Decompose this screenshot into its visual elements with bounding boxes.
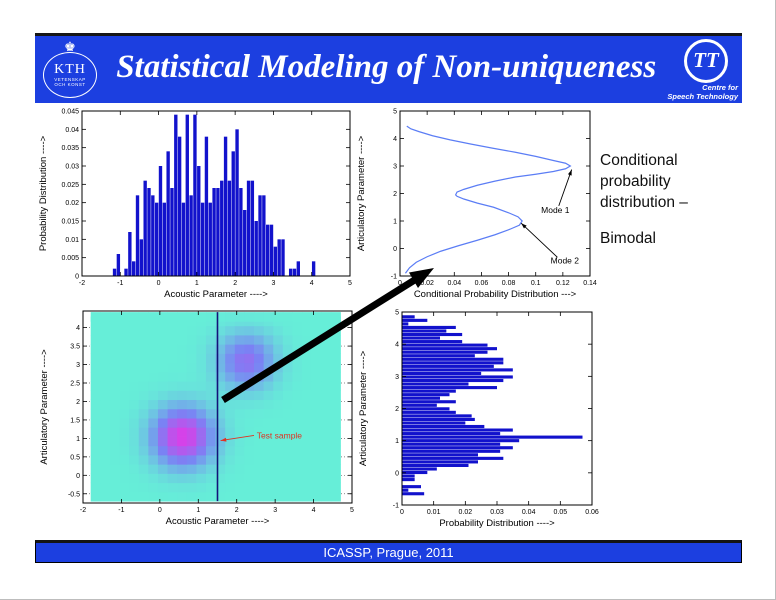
svg-text:-1: -1 xyxy=(117,280,123,287)
svg-text:2: 2 xyxy=(393,191,397,198)
svg-text:0.12: 0.12 xyxy=(556,280,570,287)
svg-text:1.5: 1.5 xyxy=(70,417,80,424)
svg-text:0.1: 0.1 xyxy=(531,280,541,287)
svg-text:Conditional Probability Distri: Conditional Probability Distribution ---… xyxy=(414,289,577,300)
svg-text:4: 4 xyxy=(312,507,316,514)
svg-text:0.03: 0.03 xyxy=(65,164,79,171)
svg-text:3: 3 xyxy=(395,374,399,381)
bimodal-note-line2: Bimodal xyxy=(600,230,656,247)
svg-text:0.01: 0.01 xyxy=(65,237,79,244)
svg-text:-1: -1 xyxy=(391,274,397,281)
kth-logo: ♚ KTH VETENSKAP OCH KONST xyxy=(35,36,105,103)
svg-text:3: 3 xyxy=(271,280,275,287)
svg-text:-2: -2 xyxy=(79,280,85,287)
svg-text:2: 2 xyxy=(233,280,237,287)
svg-text:0.035: 0.035 xyxy=(61,145,79,152)
svg-text:2: 2 xyxy=(76,399,80,406)
svg-text:2: 2 xyxy=(395,406,399,413)
bimodal-note-line1: Conditional probability distribution – xyxy=(600,152,688,211)
svg-text:Probability Distribution ---->: Probability Distribution ----> xyxy=(439,518,555,528)
footer-text: ICASSP, Prague, 2011 xyxy=(323,545,454,560)
acoustic-histogram-chart: -2 -1 0 1 2 3 4 5 0 0.005 0.01 0.015 0.02 0.025 0.03 0.… xyxy=(36,104,360,301)
conditional-probability-chart: Mode 1 Mode 2 0 0.02 0.04 0.06 0.08 0.1 0.12 0.14… xyxy=(354,104,602,301)
svg-text:1: 1 xyxy=(196,507,200,514)
svg-text:3.5: 3.5 xyxy=(70,344,80,351)
svg-text:3: 3 xyxy=(273,507,277,514)
svg-text:0.04: 0.04 xyxy=(447,280,461,287)
svg-text:0.005: 0.005 xyxy=(61,255,79,262)
svg-text:3: 3 xyxy=(393,164,397,171)
joint-density-heatmap-chart: Test sample -2 -1 0 1 2 3 4 5 -0.5 0 0.5 1 1.5 2 2.5 3 3.… xyxy=(37,302,364,528)
svg-text:1: 1 xyxy=(195,280,199,287)
slide-title: Statistical Modeling of Non-uniqueness xyxy=(116,49,657,85)
svg-text:0: 0 xyxy=(76,473,80,480)
svg-text:4: 4 xyxy=(310,280,314,287)
svg-text:4: 4 xyxy=(395,342,399,349)
svg-text:0.015: 0.015 xyxy=(61,219,79,226)
svg-text:Acoustic Parameter ---->: Acoustic Parameter ----> xyxy=(166,516,270,527)
svg-text:5: 5 xyxy=(395,310,399,317)
svg-text:0: 0 xyxy=(393,246,397,253)
svg-text:0.02: 0.02 xyxy=(420,280,434,287)
svg-text:0: 0 xyxy=(395,470,399,477)
svg-text:0.03: 0.03 xyxy=(490,509,504,516)
svg-text:Articulatory Parameter ---->: Articulatory Parameter ----> xyxy=(356,135,367,251)
svg-text:0: 0 xyxy=(157,280,161,287)
svg-text:0.02: 0.02 xyxy=(459,509,473,516)
tt-circle-icon: TT xyxy=(684,38,728,83)
crown-icon: ♚ xyxy=(64,39,76,54)
kth-logo-text: KTH xyxy=(54,61,86,77)
svg-text:0.02: 0.02 xyxy=(65,200,79,207)
svg-text:0.04: 0.04 xyxy=(522,509,536,516)
kth-logo-subtext2: OCH KONST xyxy=(54,82,86,87)
svg-text:Test sample: Test sample xyxy=(257,430,303,440)
svg-text:4: 4 xyxy=(393,136,397,143)
svg-text:0.05: 0.05 xyxy=(554,509,568,516)
svg-text:-0.5: -0.5 xyxy=(68,491,80,498)
svg-text:4: 4 xyxy=(76,325,80,332)
svg-text:0.045: 0.045 xyxy=(61,109,79,116)
svg-text:-1: -1 xyxy=(118,507,124,514)
svg-text:0: 0 xyxy=(400,509,404,516)
kth-seal-icon: KTH VETENSKAP OCH KONST xyxy=(43,52,97,98)
svg-text:2: 2 xyxy=(235,507,239,514)
svg-text:-2: -2 xyxy=(80,507,86,514)
svg-text:Acoustic Parameter ---->: Acoustic Parameter ----> xyxy=(164,289,268,300)
svg-text:0.06: 0.06 xyxy=(585,509,599,516)
svg-text:1: 1 xyxy=(395,438,399,445)
svg-text:0.06: 0.06 xyxy=(475,280,489,287)
footer-bar: ICASSP, Prague, 2011 xyxy=(35,540,742,563)
articulatory-histogram-chart: 0 0.01 0.02 0.03 0.04 0.05 0.06 -1 0 1 2 3 4 5 Probabi… xyxy=(356,302,604,530)
svg-text:-1: -1 xyxy=(393,503,399,510)
tt-logo: TT Centre for Speech Technology xyxy=(667,38,742,101)
svg-text:1: 1 xyxy=(76,436,80,443)
slide-header-bar: ♚ KTH VETENSKAP OCH KONST Statistical Mo… xyxy=(35,33,742,103)
svg-text:0.08: 0.08 xyxy=(502,280,516,287)
kth-logo-subtext1: VETENSKAP xyxy=(54,76,86,82)
svg-text:5: 5 xyxy=(350,507,354,514)
svg-text:Mode 1: Mode 1 xyxy=(541,205,570,215)
svg-text:2.5: 2.5 xyxy=(70,381,80,388)
tt-logo-subtext2: Speech Technology xyxy=(667,91,738,101)
svg-text:Articulatory Parameter ---->: Articulatory Parameter ----> xyxy=(39,349,50,465)
svg-text:0.14: 0.14 xyxy=(583,280,597,287)
svg-text:Probability Distribution ---->: Probability Distribution ----> xyxy=(38,135,49,251)
svg-text:0.04: 0.04 xyxy=(65,127,79,134)
svg-text:3: 3 xyxy=(76,362,80,369)
tt-logo-subtext1: Centre for xyxy=(702,82,738,92)
svg-text:0: 0 xyxy=(398,280,402,287)
bimodal-note: Conditional probability distribution – B… xyxy=(600,150,706,249)
svg-text:0.025: 0.025 xyxy=(61,182,79,189)
svg-text:Articulatory Parameter ---->: Articulatory Parameter ----> xyxy=(358,350,369,466)
svg-text:1: 1 xyxy=(393,219,397,226)
svg-text:0: 0 xyxy=(158,507,162,514)
svg-text:5: 5 xyxy=(393,109,397,116)
svg-text:Mode 2: Mode 2 xyxy=(551,256,580,266)
svg-text:0.5: 0.5 xyxy=(70,454,80,461)
svg-text:5: 5 xyxy=(348,280,352,287)
svg-text:0.01: 0.01 xyxy=(427,509,441,516)
svg-text:0: 0 xyxy=(75,274,79,281)
